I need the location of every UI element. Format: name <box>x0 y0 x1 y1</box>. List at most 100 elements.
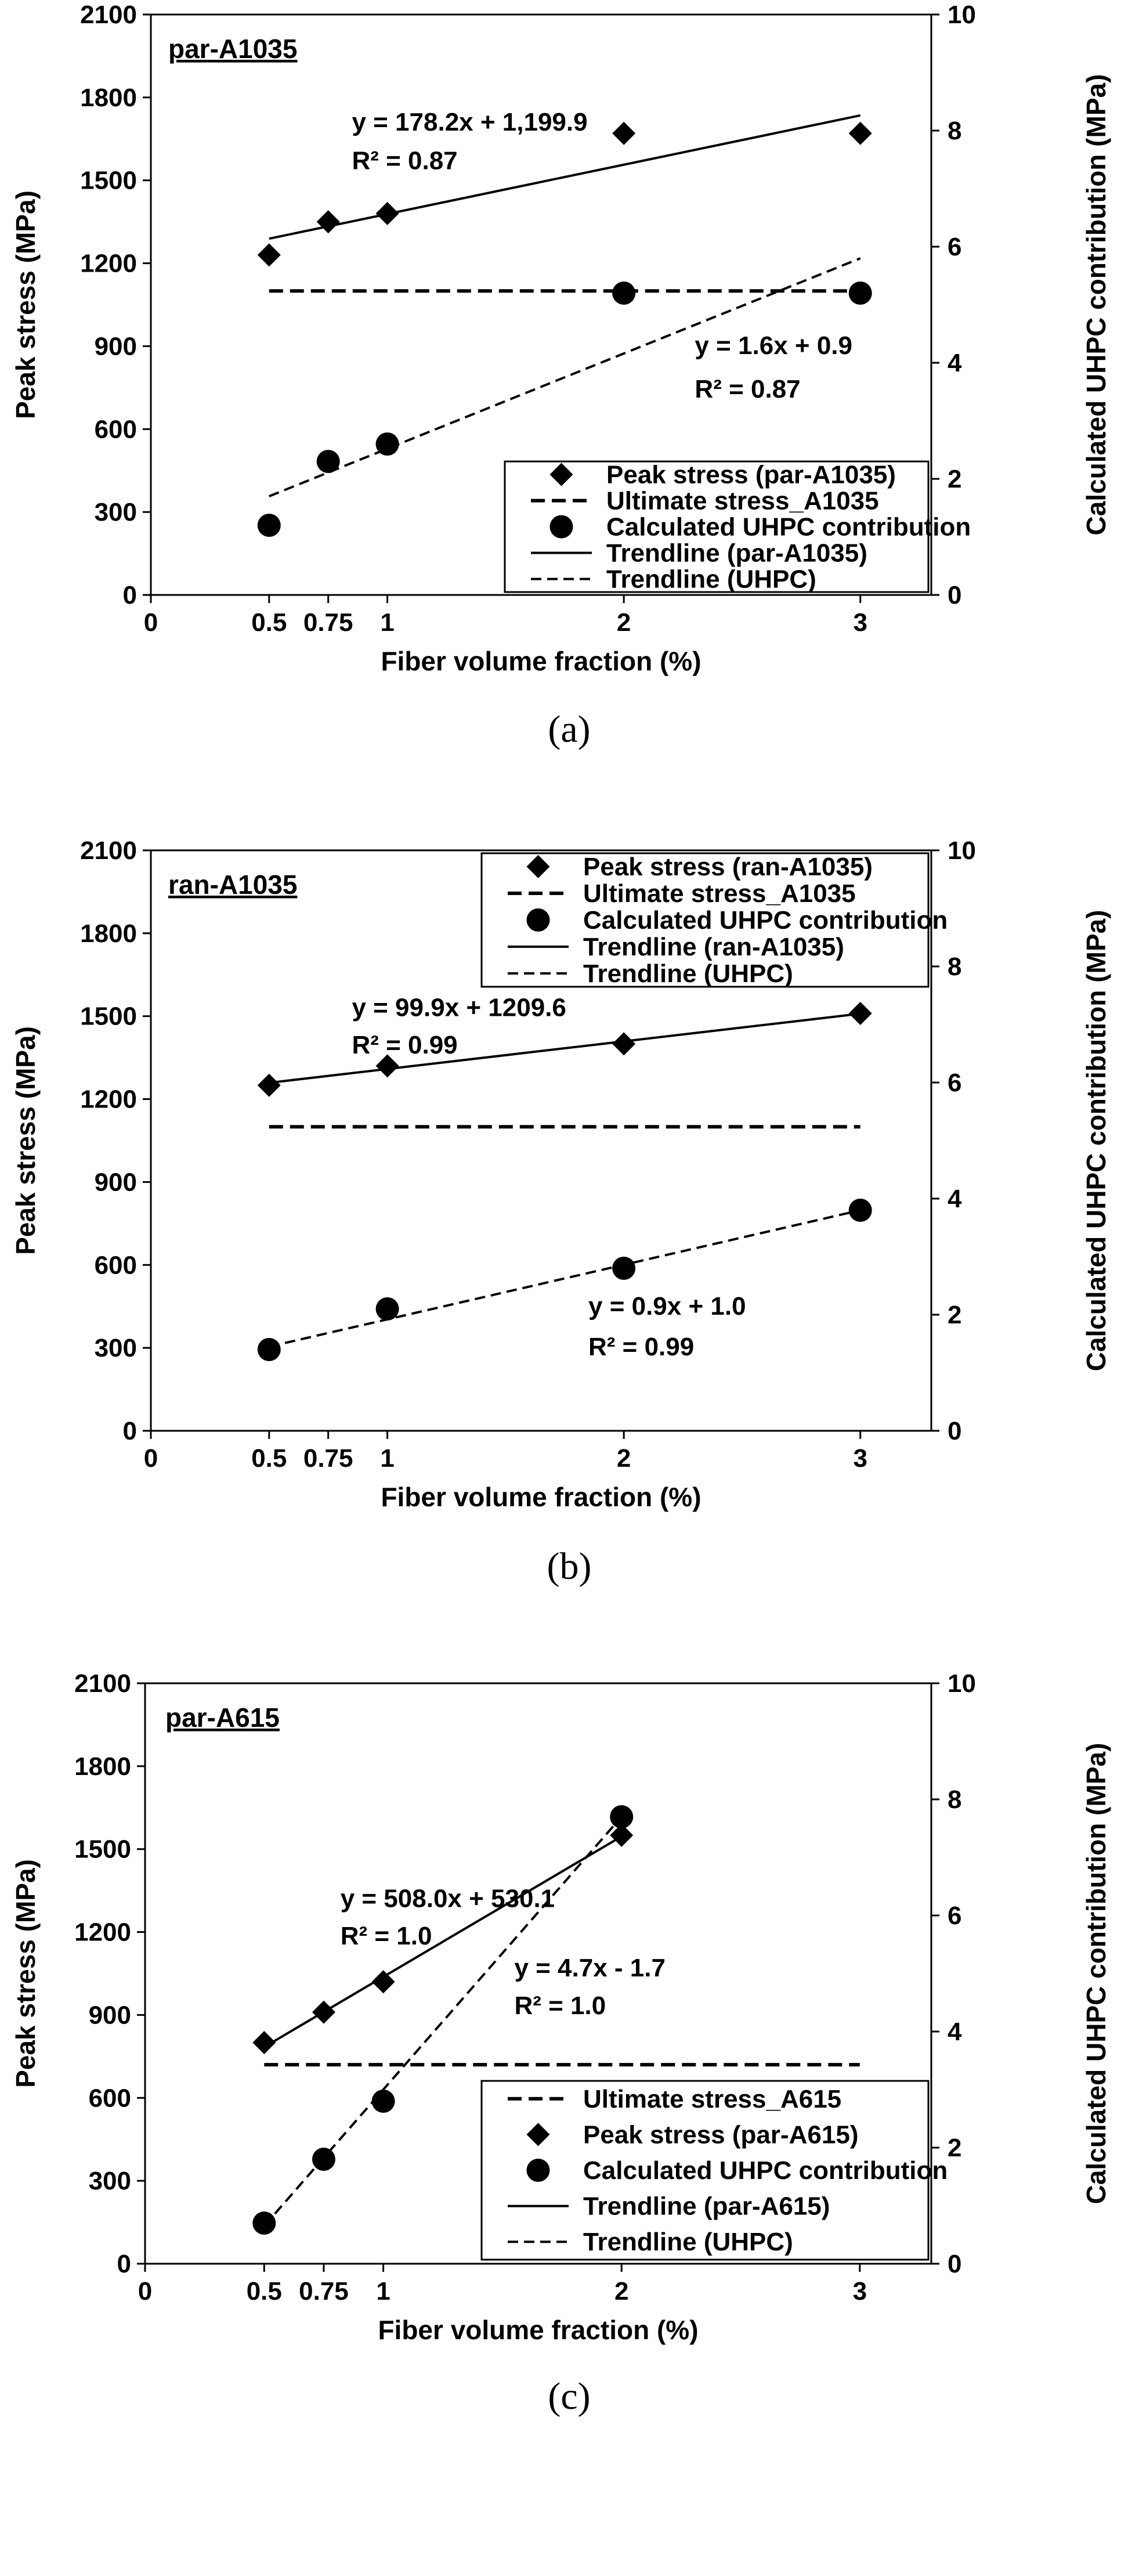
y2-tick-label: 4 <box>948 2018 962 2046</box>
circle-point <box>375 1297 399 1321</box>
diamond-point <box>612 1032 636 1056</box>
y-tick-label: 2100 <box>74 1669 131 1698</box>
y-tick-label: 1200 <box>74 1918 131 1947</box>
trendline-equation: y = 99.9x + 1209.6 <box>352 994 566 1022</box>
legend-marker <box>549 463 573 486</box>
y2-tick-label: 6 <box>948 1069 961 1097</box>
series-Peak stress (par-A1035) <box>257 121 872 267</box>
y2-axis-title: Calculated UHPC contribution (MPa) <box>1081 1743 1111 2205</box>
diamond-point <box>257 243 281 267</box>
chart-panel-ran-A1035: 0 300 600 900 1200 1500 1800 2100 0 2 4 6 8 10 0 0.5 0.7… <box>10 836 1111 1512</box>
y2-tick-label: 8 <box>948 117 961 145</box>
y-tick-label: 1800 <box>80 84 137 112</box>
x-axis-title: Fiber volume fraction (%) <box>381 646 701 676</box>
y-tick-label: 2100 <box>80 1 137 29</box>
y2-axis-title: Calculated UHPC contribution (MPa) <box>1081 910 1111 1372</box>
plot-frame <box>150 849 932 1432</box>
x-tick-label: 0 <box>144 608 158 637</box>
panel-tag: par-A1035 <box>168 34 297 64</box>
trendline-equation: R² = 1.0 <box>341 1922 432 1950</box>
trendline-equation: R² = 0.99 <box>352 1031 457 1059</box>
y-axis-title: Peak stress (MPa) <box>10 1859 41 2088</box>
series-Peak stress (ran-A1035) <box>257 1001 872 1097</box>
diamond-point <box>848 121 872 145</box>
series-Trendline (UHPC) <box>269 1209 861 1348</box>
legend-marker <box>549 515 573 539</box>
trendline-equation: R² = 1.0 <box>514 1991 606 2020</box>
y-tick-label: 600 <box>95 1251 137 1279</box>
legend-marker <box>526 2123 550 2146</box>
y2-tick-label: 4 <box>948 1185 962 1213</box>
y2-tick-label: 10 <box>948 1 976 29</box>
circle-point <box>252 2211 276 2235</box>
series-Calculated UHPC contribution <box>257 1199 872 1361</box>
chart-panel-par-A1035: 0 300 600 900 1200 1500 1800 2100 0 2 4 6 8 10 0 0.5 0.7… <box>10 1 1111 676</box>
trendline-equation: R² = 0.99 <box>588 1333 694 1361</box>
y2-tick-label: 6 <box>948 233 961 261</box>
y2-tick-label: 0 <box>948 2250 961 2278</box>
legend-entry: Calculated UHPC contribution <box>583 2156 948 2185</box>
trendline-equation: y = 178.2x + 1,199.9 <box>352 108 587 136</box>
y2-tick-label: 2 <box>948 2134 961 2162</box>
legend-entry: Peak stress (par-A615) <box>583 2120 858 2149</box>
y-tick-label: 1500 <box>74 1835 131 1864</box>
panel-caption: (a) <box>548 708 590 751</box>
y2-tick-label: 8 <box>948 1785 961 1814</box>
y2-tick-label: 10 <box>948 1669 976 1698</box>
y2-tick-label: 0 <box>948 1417 961 1445</box>
legend-entry: Peak stress (par-A1035) <box>606 461 896 489</box>
series-line <box>269 257 861 497</box>
y-tick-label: 300 <box>95 498 137 526</box>
y-tick-label: 300 <box>89 2167 131 2195</box>
diamond-point <box>375 1054 399 1078</box>
x-tick-label: 0.5 <box>247 2277 282 2306</box>
panel-caption: (b) <box>547 1545 592 1588</box>
y-tick-label: 1200 <box>80 1085 137 1114</box>
y-tick-label: 900 <box>95 332 137 360</box>
y-tick-label: 900 <box>95 1168 137 1196</box>
x-tick-label: 0 <box>144 1444 158 1473</box>
y-tick-label: 300 <box>95 1334 137 1362</box>
x-tick-label: 2 <box>614 2277 628 2306</box>
legend-entry: Trendline (UHPC) <box>583 2228 793 2256</box>
x-tick-label: 0.5 <box>251 608 287 637</box>
x-tick-label: 1 <box>380 608 394 637</box>
legend-box <box>480 2080 930 2261</box>
x-tick-label: 0 <box>138 2277 152 2306</box>
series-Trendline (UHPC) <box>269 257 861 497</box>
x-tick-label: 0.5 <box>251 1444 287 1473</box>
y-tick-label: 0 <box>117 2250 131 2278</box>
series-line <box>269 114 861 240</box>
series-Trendline (ran-A1035) <box>269 1012 860 1084</box>
series-line <box>263 1835 623 2048</box>
plot-frame <box>150 13 932 596</box>
y-tick-label: 600 <box>89 2084 131 2112</box>
diamond-point <box>252 2031 276 2055</box>
trendline-equation: R² = 0.87 <box>695 375 800 403</box>
legend-marker <box>526 855 550 878</box>
x-axis-title: Fiber volume fraction (%) <box>381 1482 701 1512</box>
circle-point <box>257 1338 281 1361</box>
legend-entry: Trendline (ran-A1035) <box>583 933 844 961</box>
y-axis-title: Peak stress (MPa) <box>10 190 41 419</box>
diamond-point <box>848 1001 872 1025</box>
diamond-point <box>612 121 636 145</box>
y-tick-label: 1500 <box>80 167 137 195</box>
x-tick-label: 0.75 <box>303 1444 353 1473</box>
legend-entry: Calculated UHPC contribution <box>583 906 948 935</box>
diamond-point <box>371 1970 395 1994</box>
y-axis-title: Peak stress (MPa) <box>10 1026 41 1255</box>
trendline-equation: y = 4.7x - 1.7 <box>514 1954 666 1982</box>
legend-box <box>480 852 930 988</box>
y-tick-label: 1800 <box>80 919 137 948</box>
x-tick-label: 3 <box>853 2277 867 2306</box>
trendline-equation: R² = 0.87 <box>352 147 457 175</box>
x-tick-label: 3 <box>853 608 867 637</box>
x-tick-label: 2 <box>617 608 631 637</box>
diamond-point <box>257 1073 281 1097</box>
series-Trendline (UHPC) <box>263 1816 623 2227</box>
legend-entry: Ultimate stress_A615 <box>583 2085 841 2113</box>
y-tick-label: 1500 <box>80 1002 137 1031</box>
legend-entry: Ultimate stress_A1035 <box>606 487 879 515</box>
